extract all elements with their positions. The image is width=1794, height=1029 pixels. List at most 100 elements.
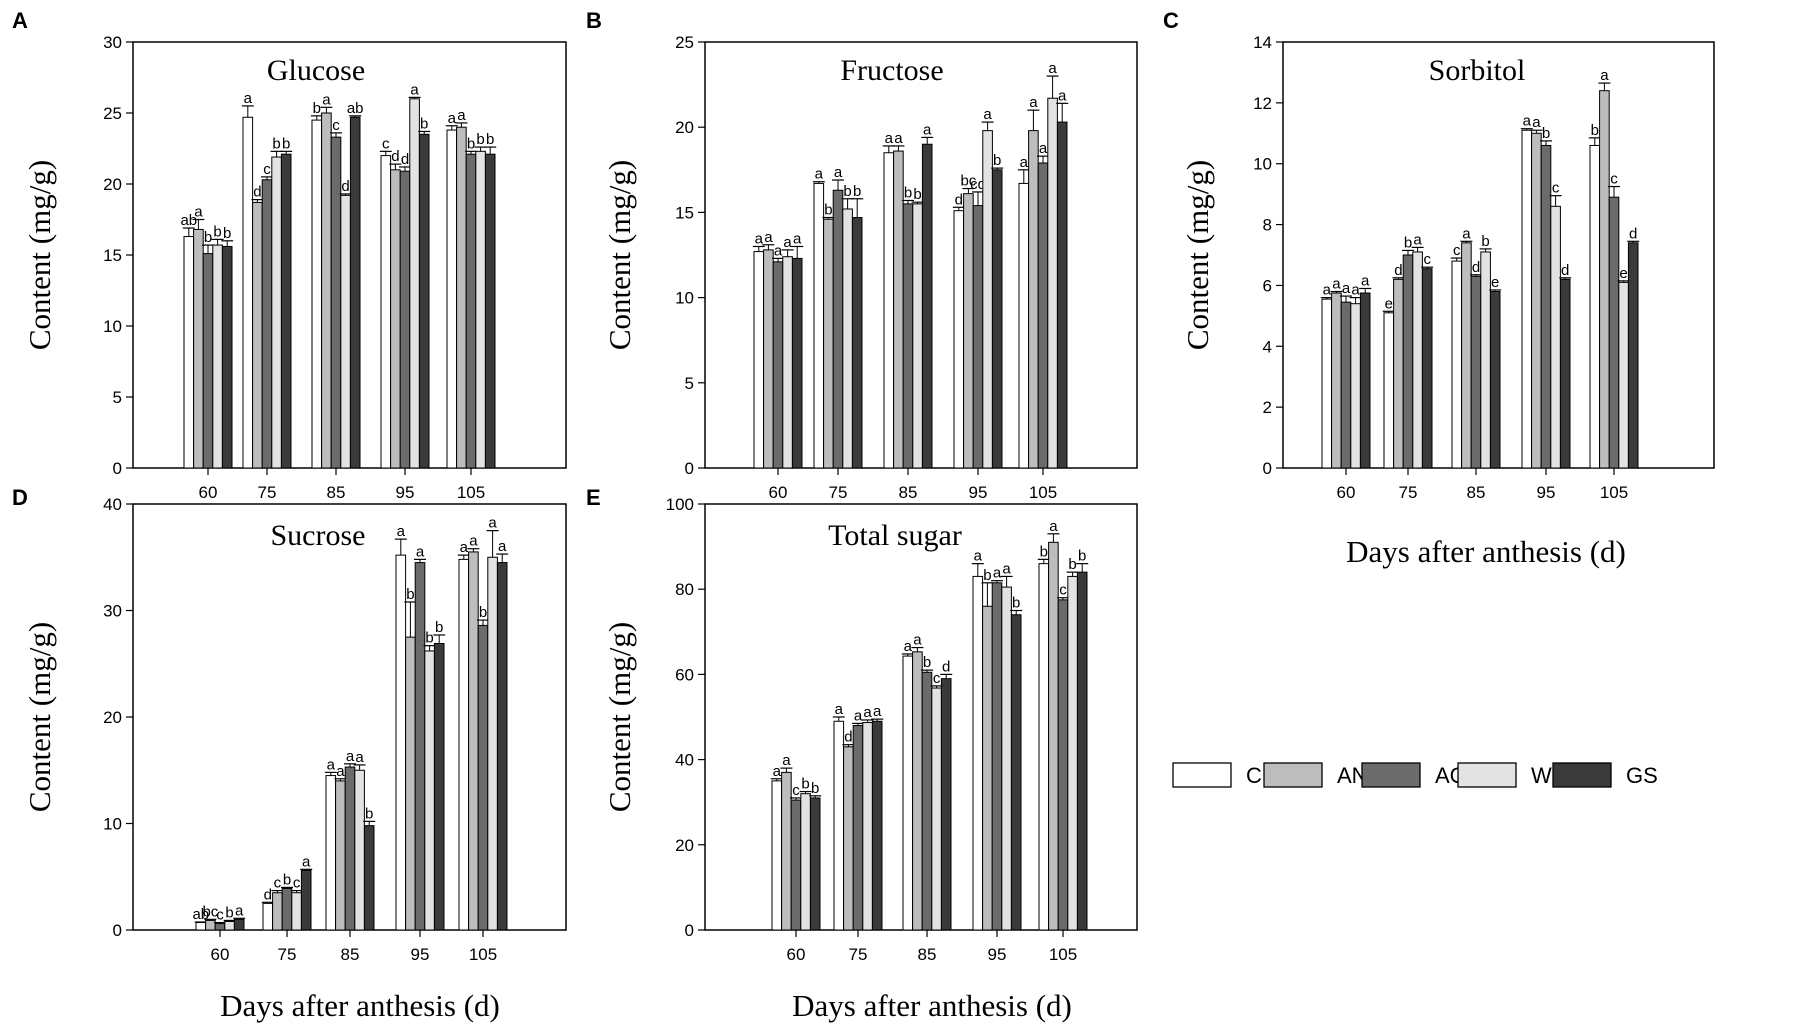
bar-ag: [1470, 275, 1482, 469]
y-tick-label: 0: [685, 921, 694, 940]
significance-letter: b: [204, 229, 212, 246]
x-tick-label: 105: [457, 483, 485, 502]
significance-letter: a: [498, 538, 507, 555]
significance-letter: b: [993, 152, 1001, 169]
panel-label: D: [12, 485, 28, 510]
bar-ck: [972, 575, 984, 931]
bar-ck: [1321, 298, 1333, 469]
bar-gs: [300, 869, 312, 931]
legend-item-ag: AG: [1361, 762, 1467, 788]
bar-ck: [183, 236, 195, 469]
significance-letter: a: [194, 204, 203, 221]
bar-wg: [1047, 97, 1058, 469]
x-axis-label: Days after anthesis (d): [792, 988, 1072, 1023]
significance-letter: d: [955, 191, 963, 208]
significance-letter: c: [1453, 242, 1461, 259]
significance-letter: a: [894, 130, 903, 147]
significance-letter: b: [406, 586, 414, 603]
significance-letter: b: [467, 135, 475, 152]
bar-ag: [477, 624, 489, 931]
x-tick-label: 85: [327, 483, 346, 502]
y-tick-label: 10: [103, 815, 122, 834]
y-axis-label: Content (mg/g): [22, 622, 57, 812]
bar-an: [1048, 541, 1059, 931]
x-tick-label: 95: [1537, 483, 1556, 502]
bar-ck: [195, 922, 207, 931]
significance-letter: a: [336, 763, 345, 780]
panel-label: C: [1163, 8, 1179, 33]
bar-an: [456, 126, 467, 469]
bar-an: [843, 746, 854, 931]
bar-ag: [921, 671, 933, 931]
bar-ag: [1540, 144, 1552, 469]
significance-letter: b: [843, 183, 851, 200]
significance-letter: a: [1002, 560, 1011, 577]
bar-an: [1331, 292, 1342, 469]
bar-wg: [1480, 251, 1491, 469]
bar-wg: [800, 793, 811, 931]
bar-gs: [1489, 291, 1501, 469]
x-tick-label: 75: [829, 483, 848, 502]
legend-swatch: [1361, 762, 1421, 788]
significance-letter: d: [253, 184, 261, 201]
significance-letter: b: [479, 604, 487, 621]
significance-letter: a: [1323, 282, 1332, 299]
bar-an: [252, 201, 263, 469]
significance-letter: a: [923, 121, 932, 138]
bar-an: [321, 112, 332, 469]
x-tick-label: 75: [258, 483, 277, 502]
significance-letter: b: [811, 780, 819, 797]
x-tick-label: 105: [1049, 945, 1077, 964]
y-tick-label: 60: [675, 665, 694, 684]
x-tick-label: 105: [469, 945, 497, 964]
bar-ck: [446, 129, 458, 469]
bar-ag: [281, 887, 293, 931]
y-axis-label: Content (mg/g): [22, 160, 57, 350]
legend-item-gs: GS: [1552, 762, 1658, 788]
y-tick-label: 5: [113, 388, 122, 407]
bar-gs: [1559, 278, 1571, 469]
significance-letter: a: [1049, 518, 1058, 535]
y-tick-label: 0: [113, 459, 122, 478]
significance-letter: b: [420, 115, 428, 132]
significance-letter: c: [1610, 171, 1618, 188]
legend-item-wg: WG: [1457, 762, 1569, 788]
bar-ag: [772, 261, 784, 469]
bar-an: [193, 228, 204, 469]
bar-ck: [458, 558, 470, 931]
significance-letter: e: [1619, 265, 1627, 282]
significance-letter: a: [1600, 67, 1609, 84]
bar-ck: [1521, 129, 1533, 469]
significance-letter: c: [1552, 180, 1560, 197]
significance-letter: a: [1361, 272, 1370, 289]
legend-item-ck: CK: [1172, 762, 1277, 788]
bar-an: [272, 892, 283, 931]
chart-title: Sorbitol: [1429, 54, 1526, 87]
x-tick-label: 95: [969, 483, 988, 502]
bar-ag: [414, 562, 426, 931]
x-tick-label: 85: [899, 483, 918, 502]
y-tick-label: 6: [1263, 276, 1272, 295]
bar-wg: [782, 256, 793, 469]
legend-swatch: [1263, 762, 1323, 788]
x-tick-label: 75: [278, 945, 297, 964]
significance-letter: b: [983, 567, 991, 584]
bar-gs: [791, 257, 803, 469]
x-tick-label: 95: [396, 483, 415, 502]
bar-an: [963, 193, 974, 469]
x-tick-label: 85: [341, 945, 360, 964]
bar-an: [1531, 132, 1542, 469]
significance-letter: b: [476, 131, 484, 148]
significance-letter: d: [391, 148, 399, 165]
significance-letter: a: [782, 752, 791, 769]
bar-gs: [363, 825, 375, 931]
significance-letter: d: [844, 729, 852, 746]
x-tick-label: 60: [211, 945, 230, 964]
y-tick-label: 20: [675, 836, 694, 855]
y-tick-label: 8: [1263, 216, 1272, 235]
bar-gs: [1359, 292, 1371, 469]
bar-gs: [349, 116, 361, 469]
bar-an: [468, 551, 479, 931]
